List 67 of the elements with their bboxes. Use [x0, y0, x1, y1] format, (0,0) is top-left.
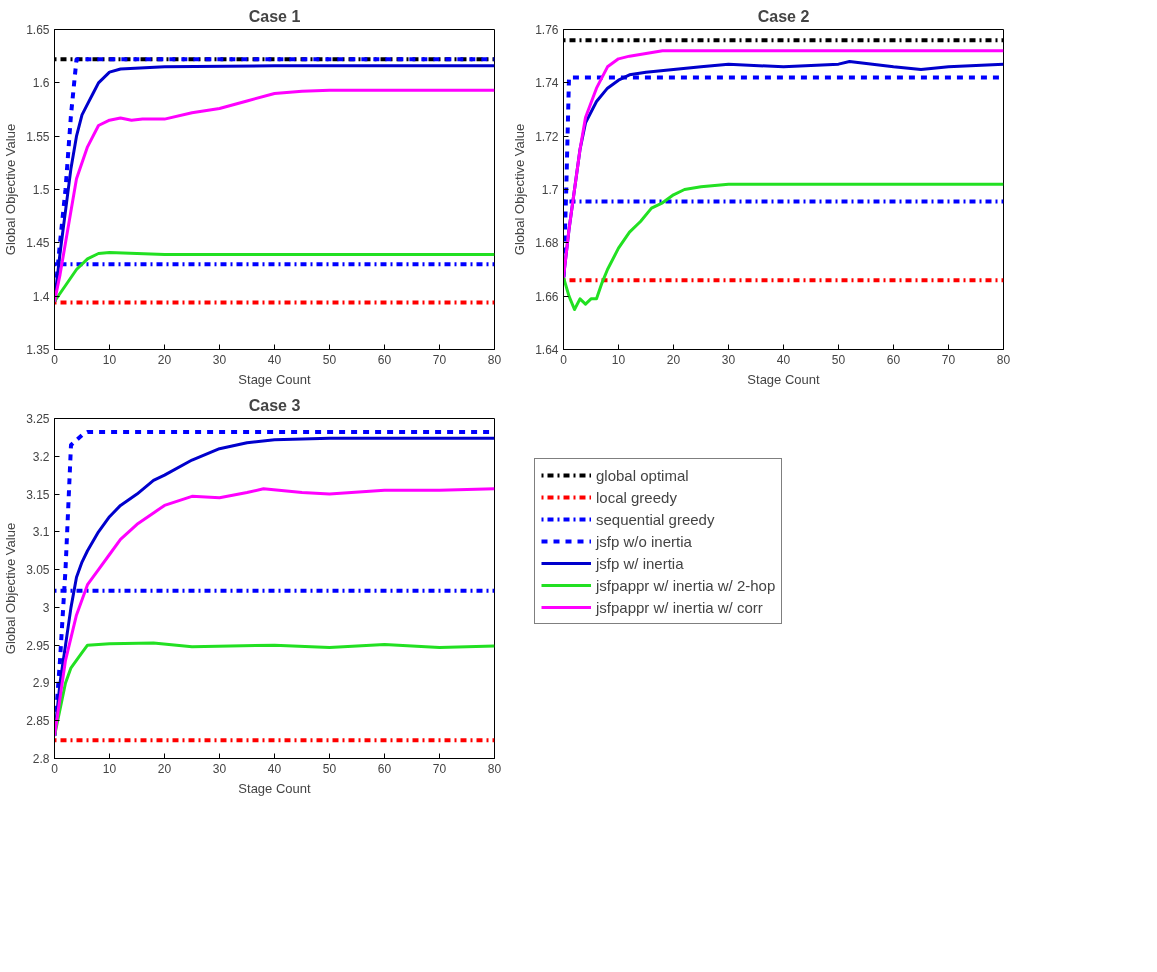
y-tick-label: 1.68 [535, 236, 559, 251]
x-axis-title: Stage Count [238, 780, 312, 796]
x-tick-label: 0 [51, 761, 59, 776]
y-tick-label: 3.1 [32, 525, 50, 540]
x-tick-label: 50 [322, 761, 337, 776]
y-tick-label: 1.76 [535, 23, 559, 37]
x-tick-label: 20 [666, 352, 681, 367]
y-tick-label: 1.6 [32, 76, 50, 91]
x-tick-label: 80 [487, 761, 502, 776]
legend-label: jsfpappr w/ inertia w/ 2-hop [596, 576, 776, 594]
y-tick-label: 1.35 [26, 343, 50, 357]
y-tick-label: 1.65 [26, 23, 50, 37]
legend-label: local greedy [596, 488, 677, 506]
y-tick-label: 3 [42, 600, 50, 615]
chart-title: Case 2 [757, 7, 810, 25]
legend-label: jsfp w/ inertia [596, 554, 684, 572]
legend-label: jsfpappr w/ inertia w/ corr [596, 598, 763, 616]
x-tick-label: 70 [432, 761, 447, 776]
y-tick-label: 1.5 [32, 183, 50, 197]
chart-title: Case 1 [248, 7, 301, 25]
y-tick-label: 1.74 [535, 76, 559, 91]
x-tick-label: 30 [721, 352, 736, 367]
y-axis-title: Global Objective Value [3, 123, 19, 256]
x-tick-label: 40 [267, 352, 282, 367]
x-tick-label: 70 [432, 352, 447, 367]
y-tick-label: 3.15 [26, 487, 50, 502]
y-tick-label: 2.95 [26, 638, 50, 653]
x-tick-label: 20 [157, 352, 172, 367]
x-tick-label: 40 [267, 761, 282, 776]
x-tick-label: 10 [611, 352, 626, 367]
x-tick-label: 40 [776, 352, 791, 367]
x-axis-title: Stage Count [747, 371, 821, 387]
y-tick-label: 1.64 [535, 343, 559, 357]
y-tick-label: 1.55 [26, 129, 50, 144]
y-tick-label: 3.25 [26, 412, 50, 426]
x-tick-label: 60 [377, 352, 392, 367]
x-tick-label: 50 [322, 352, 337, 367]
x-axis-title: Stage Count [238, 371, 312, 387]
y-tick-label: 1.7 [541, 183, 559, 197]
x-tick-label: 0 [560, 352, 568, 367]
x-tick-label: 60 [886, 352, 901, 367]
y-axis-title: Global Objective Value [3, 522, 19, 655]
x-tick-label: 30 [212, 761, 227, 776]
legend-label: sequential greedy [596, 510, 715, 528]
y-tick-label: 2.85 [26, 714, 50, 729]
y-tick-label: 1.45 [26, 236, 50, 251]
legend-label: jsfp w/o inertia [596, 532, 692, 550]
y-tick-label: 1.72 [535, 129, 559, 144]
x-tick-label: 70 [941, 352, 956, 367]
y-axis-title: Global Objective Value [512, 123, 528, 256]
y-tick-label: 3.2 [32, 449, 50, 464]
x-tick-label: 80 [996, 352, 1011, 367]
x-tick-label: 0 [51, 352, 59, 367]
x-tick-label: 20 [157, 761, 172, 776]
y-tick-label: 2.9 [32, 676, 50, 691]
x-tick-label: 60 [377, 761, 392, 776]
x-tick-label: 80 [487, 352, 502, 367]
x-tick-label: 50 [831, 352, 846, 367]
y-tick-label: 3.05 [26, 563, 50, 578]
legend-label: global optimal [596, 466, 689, 484]
x-tick-label: 30 [212, 352, 227, 367]
chart-title: Case 3 [248, 396, 301, 414]
y-tick-label: 1.4 [32, 289, 50, 304]
x-tick-label: 10 [102, 352, 117, 367]
x-tick-label: 10 [102, 761, 117, 776]
y-tick-label: 2.8 [32, 752, 50, 766]
y-tick-label: 1.66 [535, 289, 559, 304]
